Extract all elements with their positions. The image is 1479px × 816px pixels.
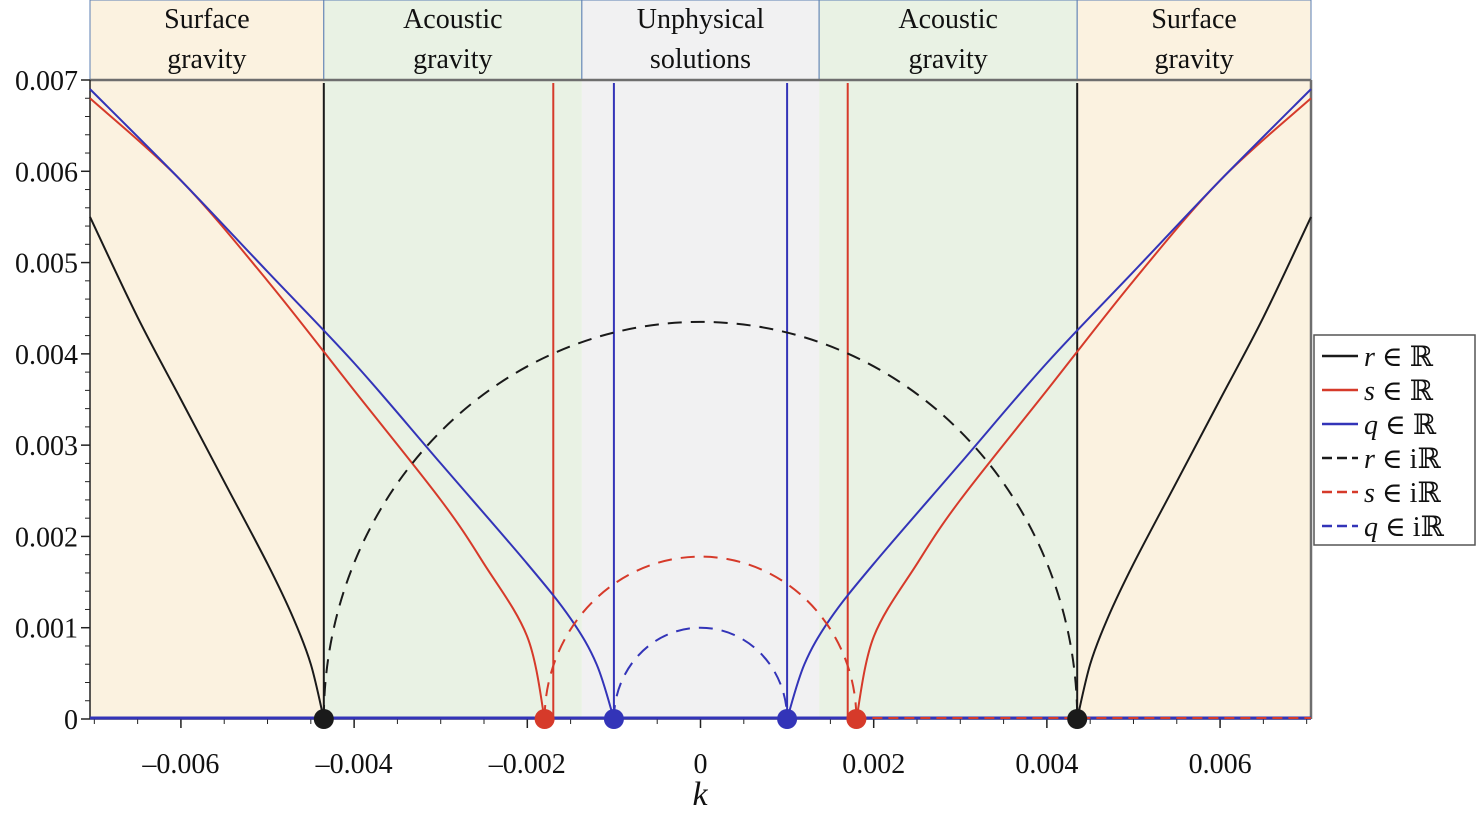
region-band — [581, 0, 820, 719]
x-tick-label: –0.004 — [315, 749, 393, 780]
root-point — [1067, 709, 1088, 729]
series-line — [1076, 216, 1312, 720]
region-band — [819, 0, 1078, 719]
x-tick-label: 0.002 — [842, 749, 905, 780]
x-tick-label: 0 — [694, 749, 708, 780]
legend: r ∈ ℝs ∈ ℝq ∈ ℝr ∈ iℝs ∈ iℝq ∈ iℝ — [1313, 334, 1476, 546]
region-label: solutions — [650, 44, 751, 75]
series-arc-dashed — [612, 626, 789, 720]
region-label: Unphysical — [637, 4, 765, 35]
y-tick-label: 0.006 — [15, 157, 78, 188]
y-tick-label: 0.002 — [15, 522, 78, 553]
legend-entry: q ∈ ℝ — [1364, 410, 1437, 441]
x-tick-label: 0.004 — [1015, 749, 1078, 780]
legend-entry: s ∈ iℝ — [1364, 478, 1441, 509]
root-point — [846, 709, 867, 729]
root-point — [603, 709, 624, 729]
x-axis-label: k — [692, 776, 708, 813]
series-arc-dashed — [543, 555, 858, 720]
region-label: Acoustic — [898, 4, 998, 35]
series-line — [89, 88, 615, 720]
series-arc-dashed — [322, 321, 1079, 720]
root-points — [313, 709, 1088, 729]
series-line — [89, 216, 325, 720]
region-band — [90, 0, 324, 719]
region-label: Surface — [164, 4, 250, 35]
x-tick-label: 0.006 — [1189, 749, 1252, 780]
legend-entry: q ∈ iℝ — [1364, 512, 1445, 543]
root-point — [313, 709, 334, 729]
region-label: gravity — [413, 44, 492, 75]
x-tick-label: –0.006 — [141, 749, 219, 780]
y-tick-label: 0 — [64, 705, 78, 736]
region-label: Acoustic — [403, 4, 503, 35]
region-labels: Surface gravity Acoustic gravity Unphysical s… — [164, 4, 1237, 75]
region-label: gravity — [909, 44, 988, 75]
root-point — [777, 709, 798, 729]
series-line — [786, 88, 1312, 720]
root-point — [534, 709, 555, 729]
y-tick-label: 0.003 — [15, 431, 78, 462]
legend-entry: r ∈ iℝ — [1364, 444, 1441, 475]
region-label: gravity — [167, 44, 246, 75]
legend-box — [1313, 334, 1476, 546]
region-label: Surface — [1151, 4, 1237, 35]
y-tick-label: 0.005 — [15, 249, 78, 280]
y-tick-label: 0.004 — [15, 340, 78, 371]
legend-entry: s ∈ ℝ — [1364, 376, 1434, 407]
region-backgrounds — [89, 0, 1312, 719]
region-band — [323, 0, 582, 719]
y-tick-label: 0.007 — [15, 66, 78, 97]
legend-entry: r ∈ ℝ — [1364, 342, 1434, 373]
region-label: gravity — [1154, 44, 1233, 75]
x-tick-label: –0.002 — [488, 749, 566, 780]
y-tick-label: 0.001 — [15, 614, 78, 645]
region-band — [1077, 0, 1311, 719]
